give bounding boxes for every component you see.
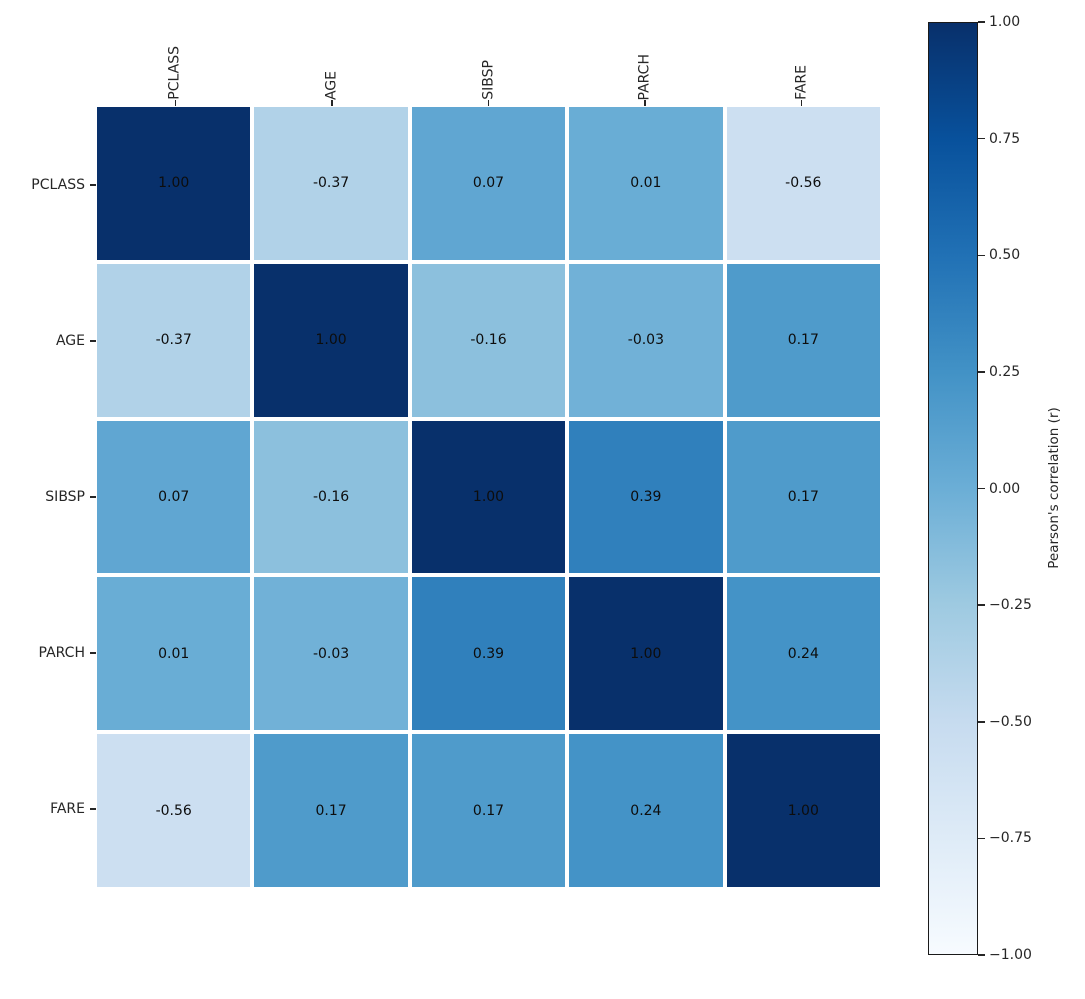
colorbar-tick-label-0.25: 0.25 bbox=[989, 363, 1021, 380]
x-tick-mark bbox=[800, 100, 803, 106]
y-tick-mark bbox=[90, 496, 96, 498]
heatmap-cell-SIBSP-PARCH: 0.39 bbox=[569, 420, 723, 574]
colorbar-tick-mark bbox=[978, 371, 985, 373]
colorbar-tick-mark bbox=[978, 487, 985, 490]
heatmap-cell-AGE-AGE: 1.00 bbox=[254, 263, 408, 417]
heatmap-cell-PARCH-PCLASS: 0.01 bbox=[97, 577, 251, 731]
x-tick-label-FARE: FARE bbox=[793, 65, 810, 100]
y-tick-mark bbox=[90, 652, 96, 654]
y-tick-mark bbox=[90, 808, 96, 810]
heatmap-cell-FARE-FARE: 1.00 bbox=[726, 734, 880, 887]
x-tick-mark bbox=[174, 100, 177, 106]
heatmap-cell-PARCH-AGE: -0.03 bbox=[254, 577, 408, 731]
y-tick-label-SIBSP: SIBSP bbox=[45, 489, 85, 505]
colorbar-tick-label-0.50: 0.50 bbox=[989, 247, 1021, 264]
x-tick-label-PARCH: PARCH bbox=[636, 53, 653, 100]
y-tick-label-PARCH: PARCH bbox=[38, 645, 85, 661]
x-tick-label-AGE: AGE bbox=[323, 70, 340, 100]
x-tick-mark bbox=[644, 100, 646, 106]
heatmap-cell-AGE-PCLASS: -0.37 bbox=[97, 263, 251, 417]
heatmap-cell-PCLASS-AGE: -0.37 bbox=[254, 107, 408, 260]
colorbar-tick-mark bbox=[978, 604, 985, 606]
heatmap-cell-PARCH-SIBSP: 0.39 bbox=[411, 577, 566, 731]
colorbar-tick-label-1.00: 1.00 bbox=[989, 14, 1021, 30]
colorbar-tick-label-−0.75: −0.75 bbox=[989, 830, 1032, 847]
heatmap-cell-FARE-SIBSP: 0.17 bbox=[411, 734, 566, 887]
colorbar-tick-label-−0.50: −0.50 bbox=[989, 713, 1032, 730]
colorbar-tick-mark bbox=[978, 721, 985, 723]
heatmap-grid: 1.00 -0.37 0.07 0.01 -0.56 -0.37 1.00 -0.16 -0.0… bbox=[97, 107, 880, 887]
colorbar-tick-mark bbox=[978, 254, 985, 256]
y-tick-mark bbox=[90, 340, 96, 342]
x-tick-mark bbox=[331, 100, 333, 106]
y-tick-label-FARE: FARE bbox=[50, 801, 85, 817]
y-tick-mark bbox=[90, 184, 96, 186]
x-tick-label-PCLASS: PCLASS bbox=[166, 46, 183, 100]
y-tick-label-PCLASS: PCLASS bbox=[31, 177, 85, 193]
heatmap-cell-PCLASS-PCLASS: 1.00 bbox=[97, 107, 251, 260]
heatmap-cell-AGE-SIBSP: -0.16 bbox=[411, 263, 566, 417]
heatmap-cell-SIBSP-FARE: 0.17 bbox=[726, 420, 880, 574]
heatmap-cell-PCLASS-FARE: -0.56 bbox=[726, 107, 880, 260]
heatmap-cell-AGE-PARCH: -0.03 bbox=[569, 263, 723, 417]
heatmap-cell-SIBSP-SIBSP: 1.00 bbox=[411, 420, 566, 574]
heatmap-cell-SIBSP-AGE: -0.16 bbox=[254, 420, 408, 574]
colorbar-tick-label-−1.00: −1.00 bbox=[989, 947, 1032, 963]
colorbar-tick-label-0.00: 0.00 bbox=[989, 480, 1021, 497]
colorbar-tick-label-0.75: 0.75 bbox=[989, 130, 1021, 147]
heatmap-cell-AGE-FARE: 0.17 bbox=[726, 263, 880, 417]
colorbar bbox=[928, 22, 978, 955]
heatmap-cell-FARE-AGE: 0.17 bbox=[254, 734, 408, 887]
heatmap-cell-PARCH-FARE: 0.24 bbox=[726, 577, 880, 731]
x-tick-mark bbox=[487, 100, 490, 106]
heatmap-cell-PARCH-PARCH: 1.00 bbox=[569, 577, 723, 731]
heatmap-cell-FARE-PCLASS: -0.56 bbox=[97, 734, 251, 887]
colorbar-tick-mark bbox=[978, 21, 985, 23]
colorbar-tick-mark bbox=[978, 137, 985, 140]
colorbar-tick-mark bbox=[978, 954, 985, 956]
colorbar-tick-mark bbox=[978, 837, 985, 840]
x-tick-label-SIBSP: SIBSP bbox=[480, 60, 496, 100]
colorbar-axis-label: Pearson's correlation (r) bbox=[1046, 407, 1062, 569]
heatmap-cell-PCLASS-PARCH: 0.01 bbox=[569, 107, 723, 260]
colorbar-tick-label-−0.25: −0.25 bbox=[989, 597, 1032, 614]
heatmap-cell-PCLASS-SIBSP: 0.07 bbox=[411, 107, 566, 260]
y-tick-label-AGE: AGE bbox=[55, 333, 85, 349]
heatmap-cell-SIBSP-PCLASS: 0.07 bbox=[97, 420, 251, 574]
heatmap-cell-FARE-PARCH: 0.24 bbox=[569, 734, 723, 887]
